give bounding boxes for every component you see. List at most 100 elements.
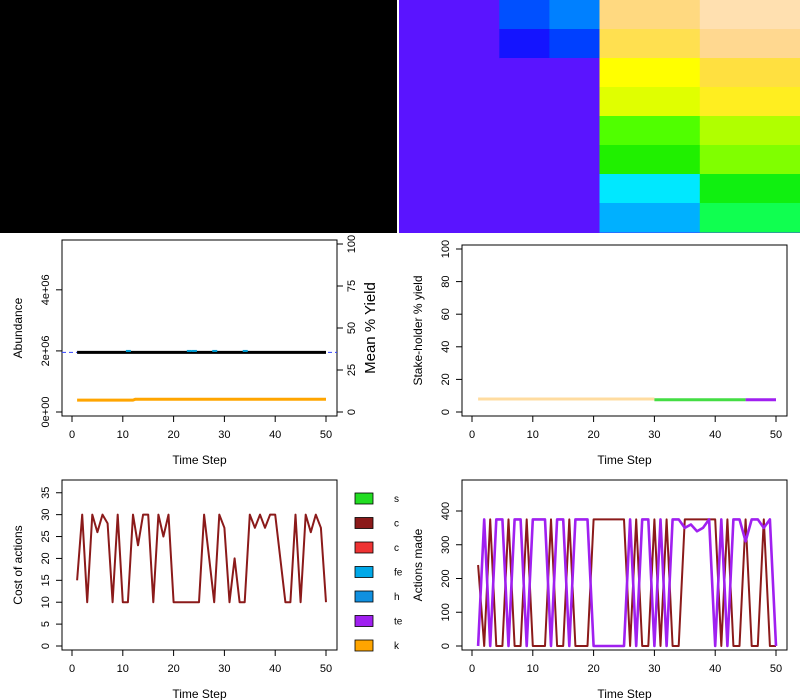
chart-abundance-x-tick-5: 50 bbox=[320, 429, 332, 441]
chart-cost-y-tick-3: 15 bbox=[40, 574, 52, 586]
legend-swatch-6 bbox=[354, 639, 374, 652]
chart-abundance-y-tick-1: 2e+06 bbox=[40, 335, 52, 366]
chart-abundance-x-tick-3: 30 bbox=[218, 429, 230, 441]
chart-stakeholder-x-label: Time Step bbox=[597, 453, 652, 467]
chart-actions-y-label: Actions made bbox=[411, 528, 425, 601]
chart-stakeholder-x-tick-1: 10 bbox=[527, 429, 539, 441]
legend-label-0: s bbox=[394, 494, 399, 505]
chart-actions-x-tick-5: 50 bbox=[770, 663, 782, 675]
chart-abundance-y-right-tick-0: 0 bbox=[346, 409, 358, 415]
chart-stakeholder-frame bbox=[461, 244, 788, 417]
mosaic-cell-6 bbox=[549, 29, 601, 59]
chart-cost-y-tick-4: 20 bbox=[40, 552, 52, 564]
legend-swatch-3 bbox=[354, 566, 374, 578]
chart-actions-x-tick-1: 10 bbox=[527, 663, 539, 675]
legend-label-4: h bbox=[394, 592, 400, 603]
chart-cost-x-tick-2: 20 bbox=[167, 663, 179, 675]
chart-cost-x-tick-0: 0 bbox=[69, 663, 75, 675]
chart-abundance-frame bbox=[61, 239, 338, 417]
mosaic-cell-20 bbox=[699, 174, 800, 204]
chart-abundance-y-right-tick-2: 50 bbox=[346, 322, 358, 334]
chart-cost-y-tick-6: 30 bbox=[40, 509, 52, 521]
chart-abundance-series-1 bbox=[77, 397, 326, 402]
chart-stakeholder-y-tick-4: 80 bbox=[440, 275, 452, 287]
chart-abundance-y-right-tick-1: 25 bbox=[346, 364, 358, 376]
chart-actions-x-tick-4: 40 bbox=[709, 663, 721, 675]
chart-stakeholder-y-tick-1: 20 bbox=[440, 373, 452, 385]
mosaic-cell-22 bbox=[699, 203, 800, 233]
legend-label-6: k bbox=[394, 641, 400, 652]
chart-cost-x-tick-5: 50 bbox=[320, 663, 332, 675]
chart-abundance-x-tick-2: 20 bbox=[167, 429, 179, 441]
chart-abundance-y-right-label: Mean % Yield bbox=[362, 282, 379, 374]
legend-swatch-0 bbox=[354, 492, 374, 505]
chart-stakeholder-y-tick-5: 100 bbox=[440, 240, 452, 258]
chart-actions-series-1 bbox=[476, 518, 778, 648]
chart-stakeholder-x-tick-2: 20 bbox=[587, 429, 599, 441]
chart-cost-frame bbox=[61, 479, 338, 651]
mosaic-cell-14 bbox=[399, 116, 601, 233]
chart-stakeholder-x-tick-0: 0 bbox=[469, 429, 475, 441]
chart-cost-y-tick-5: 25 bbox=[40, 530, 52, 542]
chart-actions-y-tick-2: 200 bbox=[440, 569, 452, 587]
mosaic-cell-4 bbox=[699, 0, 800, 30]
chart-cost-x-label: Time Step bbox=[172, 687, 227, 700]
mosaic-cell-1 bbox=[499, 0, 550, 30]
legend-swatch-1 bbox=[354, 517, 374, 529]
legend-swatch-5 bbox=[354, 615, 374, 627]
chart-abundance-y-label: Abundance bbox=[11, 297, 25, 358]
chart-abundance-y-tick-0: 0e+00 bbox=[40, 397, 52, 428]
mosaic-cell-9 bbox=[499, 58, 601, 117]
mosaic-cell-13 bbox=[699, 87, 800, 117]
chart-actions-y-tick-4: 400 bbox=[440, 502, 452, 520]
legend-label-1: c bbox=[394, 519, 399, 530]
abundance-plot: 0 10 20 30 40 50 0e+00 2e+06 4e+06 0 25 50 75 100 Mean… bbox=[11, 235, 379, 467]
chart-actions-x-label: Time Step bbox=[597, 687, 652, 700]
chart-actions-frame bbox=[461, 479, 788, 651]
stakeholder-yield-plot: 0 10 20 30 40 50 0 20 40 60 80 100 Time Step Stake-ho… bbox=[411, 240, 788, 467]
chart-cost-x-tick-4: 40 bbox=[269, 663, 281, 675]
mosaic-cell-7 bbox=[599, 29, 701, 59]
chart-cost-y-tick-1: 5 bbox=[40, 621, 52, 627]
mosaic-cell-15 bbox=[599, 116, 701, 146]
chart-stakeholder-x-tick-4: 40 bbox=[709, 429, 721, 441]
chart-stakeholder-y-label: Stake-holder % yield bbox=[411, 275, 425, 385]
chart-abundance-y-right-tick-3: 75 bbox=[346, 280, 358, 292]
legend-label-2: c bbox=[394, 543, 399, 554]
mosaic-cell-10 bbox=[599, 58, 701, 88]
mosaic-cell-17 bbox=[599, 145, 701, 175]
chart-cost-y-tick-0: 0 bbox=[40, 643, 52, 649]
actions-made-plot: 0 10 20 30 40 50 0 100 200 300 400 Time Step Actions… bbox=[411, 479, 788, 700]
chart-abundance-y-right-tick-4: 100 bbox=[346, 235, 358, 253]
chart-stakeholder-x-tick-5: 50 bbox=[770, 429, 782, 441]
legend-label-3: fe bbox=[394, 568, 403, 579]
chart-cost-series-0 bbox=[76, 513, 327, 604]
chart-abundance-x-tick-1: 10 bbox=[117, 429, 129, 441]
mosaic-cell-11 bbox=[699, 58, 800, 88]
legend-label-5: te bbox=[394, 617, 403, 628]
chart-abundance-x-tick-4: 40 bbox=[269, 429, 281, 441]
cost-mosaic-panel bbox=[399, 0, 800, 233]
chart-actions-x-tick-0: 0 bbox=[469, 663, 475, 675]
chart-cost-x-tick-1: 10 bbox=[117, 663, 129, 675]
cost-of-actions-plot: 0 10 20 30 40 50 0 5 10 15 20 25 30 35 Time Step Cost o… bbox=[11, 479, 338, 700]
chart-actions-y-tick-3: 300 bbox=[440, 536, 452, 554]
legend-swatch-4 bbox=[354, 590, 374, 603]
mosaic-cell-21 bbox=[599, 203, 701, 233]
mosaic-cell-0 bbox=[399, 0, 500, 117]
chart-abundance-x-label: Time Step bbox=[172, 453, 227, 467]
mosaic-cell-19 bbox=[599, 174, 701, 204]
mosaic-cell-16 bbox=[699, 116, 800, 146]
chart-actions-y-tick-1: 100 bbox=[440, 603, 452, 621]
chart-abundance-y-tick-2: 4e+06 bbox=[40, 274, 52, 305]
chart-stakeholder-y-tick-2: 40 bbox=[440, 341, 452, 353]
mosaic-cell-3 bbox=[599, 0, 701, 30]
chart-abundance-x-tick-0: 0 bbox=[69, 429, 75, 441]
chart-cost-y-tick-2: 10 bbox=[40, 596, 52, 608]
mosaic-cell-18 bbox=[699, 145, 800, 175]
mosaic-cell-8 bbox=[699, 29, 800, 59]
chart-cost-y-tick-7: 35 bbox=[40, 487, 52, 499]
chart-actions-x-tick-3: 30 bbox=[648, 663, 660, 675]
mosaic-cell-2 bbox=[549, 0, 601, 30]
